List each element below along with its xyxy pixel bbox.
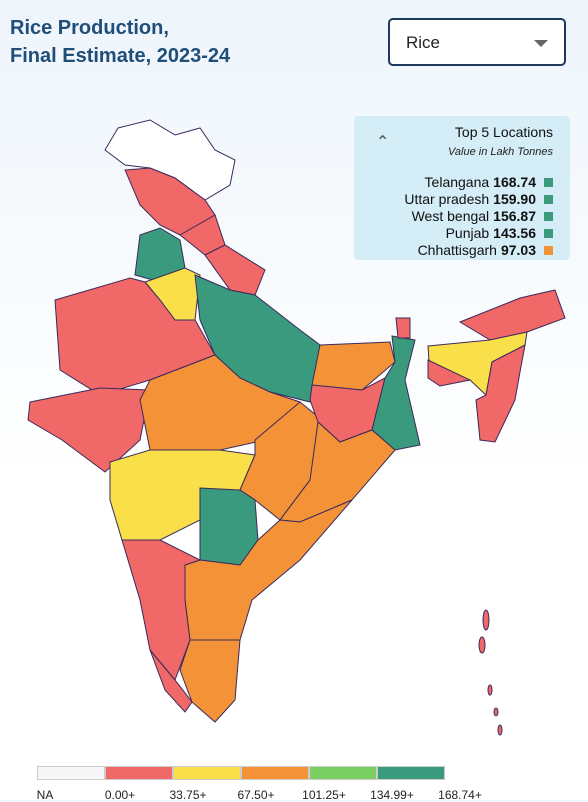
region	[149, 649, 193, 713]
region	[104, 119, 236, 201]
region	[427, 359, 472, 387]
legend-swatch	[377, 766, 445, 780]
island	[497, 724, 503, 736]
collapse-toggle[interactable]: ⌃	[376, 134, 390, 151]
location-value: 168.74	[493, 174, 536, 190]
location-name: Punjab	[445, 225, 490, 241]
legend-swatch	[309, 766, 377, 780]
legend-label: 168.74+	[438, 788, 482, 802]
location-name: West bengal	[411, 208, 490, 224]
crop-dropdown[interactable]: Rice	[388, 18, 566, 66]
location-row: Chhattisgarh 97.03	[404, 242, 553, 259]
location-name: Uttar pradesh	[404, 191, 490, 207]
legend-label: 33.75+	[169, 788, 207, 802]
location-value: 97.03	[500, 242, 536, 258]
title-line: Rice Production,	[10, 17, 169, 39]
location-swatch	[544, 229, 553, 238]
island	[487, 684, 493, 696]
location-swatch	[544, 195, 553, 204]
location-swatch	[544, 246, 553, 255]
location-row: Punjab 143.56	[404, 225, 553, 242]
legend-swatch	[37, 766, 105, 780]
dropdown-value: Rice	[406, 33, 441, 52]
top-locations-panel: ⌃ Top 5 Locations Value in Lakh Tonnes T…	[354, 116, 570, 260]
region	[179, 639, 241, 723]
legend-swatch	[173, 766, 241, 780]
region	[204, 244, 266, 296]
title: Rice Production, Final Estimate, 2023-24	[10, 14, 230, 70]
region	[311, 341, 396, 391]
legend-swatch	[241, 766, 309, 780]
island	[482, 609, 490, 631]
panel-title: Top 5 Locations	[454, 124, 553, 140]
panel-subtitle: Value in Lakh Tonnes	[448, 146, 553, 158]
location-value: 143.56	[493, 225, 536, 241]
island	[478, 636, 486, 654]
region	[54, 277, 216, 396]
location-value: 156.87	[493, 208, 536, 224]
dropdown-arrow	[534, 40, 548, 47]
legend-swatch	[105, 766, 173, 780]
legend-label: 101.25+	[302, 788, 346, 802]
region	[458, 289, 566, 341]
location-list: Telangana 168.74 Uttar pradesh 159.90 West b…	[404, 174, 553, 259]
location-row: Telangana 168.74	[404, 174, 553, 191]
island	[493, 707, 499, 717]
legend-label: 67.50+	[237, 788, 275, 802]
legend-label: NA	[36, 788, 54, 802]
location-name: Chhattisgarh	[417, 242, 497, 258]
legend-label: 134.99+	[370, 788, 414, 802]
region	[121, 539, 202, 681]
region	[27, 387, 151, 473]
india-map	[27, 119, 566, 736]
title-line: Final Estimate, 2023-24	[10, 45, 231, 67]
location-row: West bengal 156.87	[404, 208, 553, 225]
location-name: Telangana	[424, 174, 490, 190]
location-swatch	[544, 178, 553, 187]
region	[194, 274, 321, 403]
legend-label: 0.00+	[104, 788, 136, 802]
location-value: 159.90	[493, 191, 536, 207]
location-row: Uttar pradesh 159.90	[404, 191, 553, 208]
region	[475, 344, 526, 443]
region	[395, 317, 411, 339]
location-swatch	[544, 212, 553, 221]
